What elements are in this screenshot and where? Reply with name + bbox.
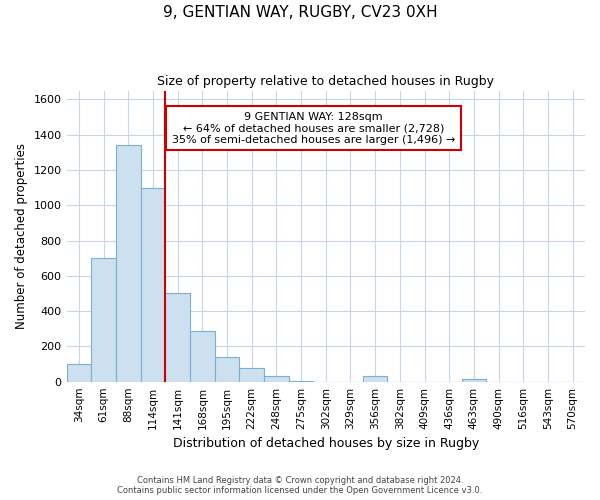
Bar — [165, 294, 190, 382]
Bar — [91, 258, 116, 382]
X-axis label: Distribution of detached houses by size in Rugby: Distribution of detached houses by size … — [173, 437, 479, 450]
Bar — [363, 376, 388, 382]
Bar — [190, 332, 215, 382]
Bar — [215, 357, 239, 382]
Text: 9, GENTIAN WAY, RUGBY, CV23 0XH: 9, GENTIAN WAY, RUGBY, CV23 0XH — [163, 5, 437, 20]
Bar — [461, 379, 486, 382]
Bar — [239, 368, 264, 382]
Bar — [264, 376, 289, 382]
Y-axis label: Number of detached properties: Number of detached properties — [15, 143, 28, 329]
Bar — [140, 188, 165, 382]
Bar — [67, 364, 91, 382]
Title: Size of property relative to detached houses in Rugby: Size of property relative to detached ho… — [157, 75, 494, 88]
Text: 9 GENTIAN WAY: 128sqm
← 64% of detached houses are smaller (2,728)
35% of semi-d: 9 GENTIAN WAY: 128sqm ← 64% of detached … — [172, 112, 455, 145]
Bar — [116, 146, 140, 382]
Text: Contains HM Land Registry data © Crown copyright and database right 2024.
Contai: Contains HM Land Registry data © Crown c… — [118, 476, 482, 495]
Bar — [289, 381, 313, 382]
